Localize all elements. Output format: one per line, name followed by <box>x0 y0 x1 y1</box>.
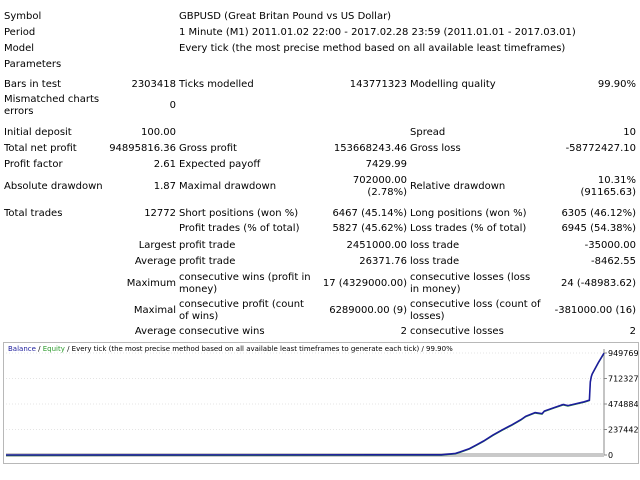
cons-wins-money-label: consecutive wins (profit in money) <box>179 272 311 295</box>
gross-loss-label: Gross loss <box>410 143 461 154</box>
legend-separator: / <box>35 345 43 353</box>
max-drawdown-value: 702000.00 (2.78%) <box>352 175 407 198</box>
equity-line <box>5 353 605 457</box>
abs-drawdown-label: Absolute drawdown <box>4 181 103 192</box>
cons-profit-count-value: 6289000.00 (9) <box>329 305 407 316</box>
maximal-label: Maximal <box>133 305 176 316</box>
legend-balance: Balance <box>8 345 36 353</box>
mismatched-value: 0 <box>169 100 176 111</box>
largest-loss-value: -35000.00 <box>584 240 636 251</box>
profit-factor-label: Profit factor <box>4 159 63 170</box>
chart-legend: Balance / Equity / Every tick (the most … <box>8 345 453 354</box>
max-drawdown-label: Maximal drawdown <box>179 181 277 192</box>
loss-trades-value: 6945 (54.38%) <box>561 223 636 234</box>
average-loss-value: -8462.55 <box>591 256 636 267</box>
average-profit-trade-label: profit trade <box>179 256 236 267</box>
rel-drawdown-value: 10.31% (91165.63) <box>580 175 636 198</box>
legend-equity: Equity <box>42 345 65 353</box>
cons-loss-count-label: consecutive loss (count of losses) <box>410 299 541 322</box>
total-trades-value: 12772 <box>144 208 176 219</box>
short-positions-label: Short positions (won %) <box>179 208 299 219</box>
gross-profit-label: Gross profit <box>179 143 237 154</box>
period-value: 1 Minute (M1) 2011.01.02 22:00 - 2017.02… <box>179 27 576 38</box>
long-positions-label: Long positions (won %) <box>410 208 527 219</box>
balance-chart: 94976997 71232748 47488498 23744249 0 Balanc… <box>3 342 639 464</box>
deposit-label: Initial deposit <box>4 127 72 138</box>
model-value: Every tick (the most precise method base… <box>179 43 566 54</box>
ticks-label: Ticks modelled <box>179 79 254 90</box>
avg-cons-wins-value: 2 <box>400 326 407 337</box>
average-label: Average <box>134 256 176 267</box>
y-tick-label: 71232748 <box>608 375 638 384</box>
average-loss-trade-label: loss trade <box>410 256 460 267</box>
y-tick-label: 94976997 <box>608 349 638 358</box>
gross-profit-value: 153668243.46 <box>333 143 407 154</box>
gross-loss-value: -58772427.10 <box>565 143 636 154</box>
spread-value: 10 <box>623 127 636 138</box>
bars-value: 2303418 <box>131 79 176 90</box>
parameters-label: Parameters <box>4 59 62 70</box>
total-trades-label: Total trades <box>4 208 63 219</box>
avg-cons-wins-label: consecutive wins <box>179 326 265 337</box>
expected-payoff-value: 7429.99 <box>365 159 407 170</box>
avg-cons-losses-label: consecutive losses <box>410 326 504 337</box>
profit-trades-label: Profit trades (% of total) <box>179 223 300 234</box>
profit-factor-value: 2.61 <box>153 159 176 170</box>
cons-loss-count-value: -381000.00 (16) <box>554 305 636 316</box>
cons-losses-money-label: consecutive losses (loss in money) <box>410 272 531 295</box>
long-positions-value: 6305 (46.12%) <box>561 208 636 219</box>
quality-value: 99.90% <box>597 79 636 90</box>
largest-loss-trade-label: loss trade <box>410 240 460 251</box>
net-profit-label: Total net profit <box>4 143 77 154</box>
cons-losses-money-value: 24 (-48983.62) <box>560 278 636 289</box>
avg-consecutive-label: Average <box>134 326 176 337</box>
symbol-label: Symbol <box>4 11 42 22</box>
cons-wins-money-value: 17 (4329000.00) <box>322 278 407 289</box>
net-profit-value: 94895816.36 <box>109 143 176 154</box>
largest-label: Largest <box>138 240 176 251</box>
mismatched-label: Mismatched charts errors <box>4 94 100 117</box>
period-label: Period <box>4 27 36 38</box>
avg-cons-losses-value: 2 <box>629 326 636 337</box>
deposit-value: 100.00 <box>141 127 176 138</box>
legend-description: / Every tick (the most precise method ba… <box>64 345 453 353</box>
short-positions-value: 6467 (45.14%) <box>332 208 407 219</box>
y-tick-label: 23744249 <box>608 426 638 435</box>
expected-payoff-label: Expected payoff <box>179 159 261 170</box>
profit-trades-value: 5827 (45.62%) <box>332 223 407 234</box>
largest-profit-value: 2451000.00 <box>346 240 407 251</box>
model-label: Model <box>4 43 35 54</box>
quality-label: Modelling quality <box>410 79 496 90</box>
y-tick-label: 47488498 <box>608 400 638 409</box>
maximum-label: Maximum <box>126 278 176 289</box>
average-profit-value: 26371.76 <box>359 256 407 267</box>
y-tick-label: 0 <box>608 451 613 460</box>
balance-chart-svg: 94976997 71232748 47488498 23744249 0 <box>5 349 638 460</box>
loss-trades-label: Loss trades (% of total) <box>410 223 527 234</box>
rel-drawdown-label: Relative drawdown <box>410 181 506 192</box>
spread-label: Spread <box>410 127 446 138</box>
abs-drawdown-value: 1.87 <box>153 181 176 192</box>
symbol-value: GBPUSD (Great Britan Pound vs US Dollar) <box>179 11 392 22</box>
balance-line <box>5 352 605 456</box>
cons-profit-count-label: consecutive profit (count of wins) <box>179 299 304 322</box>
largest-profit-trade-label: profit trade <box>179 240 236 251</box>
ticks-value: 143771323 <box>349 79 407 90</box>
bars-label: Bars in test <box>4 79 61 90</box>
